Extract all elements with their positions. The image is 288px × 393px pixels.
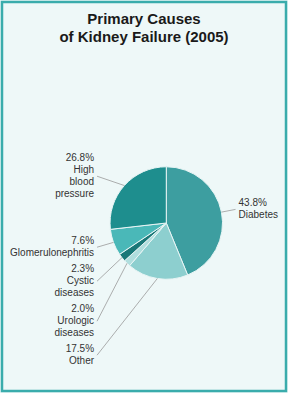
leader-lines: [97, 176, 235, 355]
labels: 43.8%Diabetes17.5%Other2.0%Urologicdisea…: [10, 152, 278, 366]
slice-label: 26.8%Highbloodpressure: [55, 152, 94, 199]
leader-line: [97, 176, 124, 185]
slice-label: 2.3%Cysticdiseases: [55, 263, 95, 298]
data-label: 43.8%: [239, 197, 267, 208]
category-label: diseases: [55, 327, 94, 338]
chart: Primary Causesof Kidney Failure (2005) 43…: [0, 0, 288, 393]
category-label: blood: [70, 176, 94, 187]
data-label: 26.8%: [66, 152, 94, 163]
category-label: pressure: [55, 188, 94, 199]
leader-line: [97, 279, 157, 356]
pie: [110, 167, 222, 279]
category-label: Other: [69, 355, 95, 366]
category-label: High: [73, 164, 94, 175]
slice-label: 2.0%Urologicdiseases: [55, 303, 95, 338]
chart-container: Primary Causesof Kidney Failure (2005) 43…: [0, 0, 288, 393]
category-label: Glomerulonephritis: [10, 247, 94, 258]
leader-line: [97, 242, 113, 247]
data-label: 2.0%: [71, 303, 94, 314]
data-label: 7.6%: [71, 235, 94, 246]
leader-line: [221, 209, 235, 212]
slice-label: 43.8%Diabetes: [239, 197, 278, 220]
data-label: 17.5%: [66, 343, 94, 354]
pie-slice: [110, 167, 166, 230]
data-label: 2.3%: [71, 263, 94, 274]
category-label: Urologic: [57, 315, 94, 326]
slice-label: 7.6%Glomerulonephritis: [10, 235, 94, 258]
category-label: Diabetes: [239, 209, 278, 220]
slice-label: 17.5%Other: [66, 343, 95, 366]
title: Primary Causesof Kidney Failure (2005): [59, 10, 228, 45]
leader-line: [97, 263, 127, 321]
category-label: Cystic: [67, 275, 94, 286]
background: [2, 2, 286, 391]
leader-line: [97, 258, 122, 282]
category-label: diseases: [55, 287, 94, 298]
